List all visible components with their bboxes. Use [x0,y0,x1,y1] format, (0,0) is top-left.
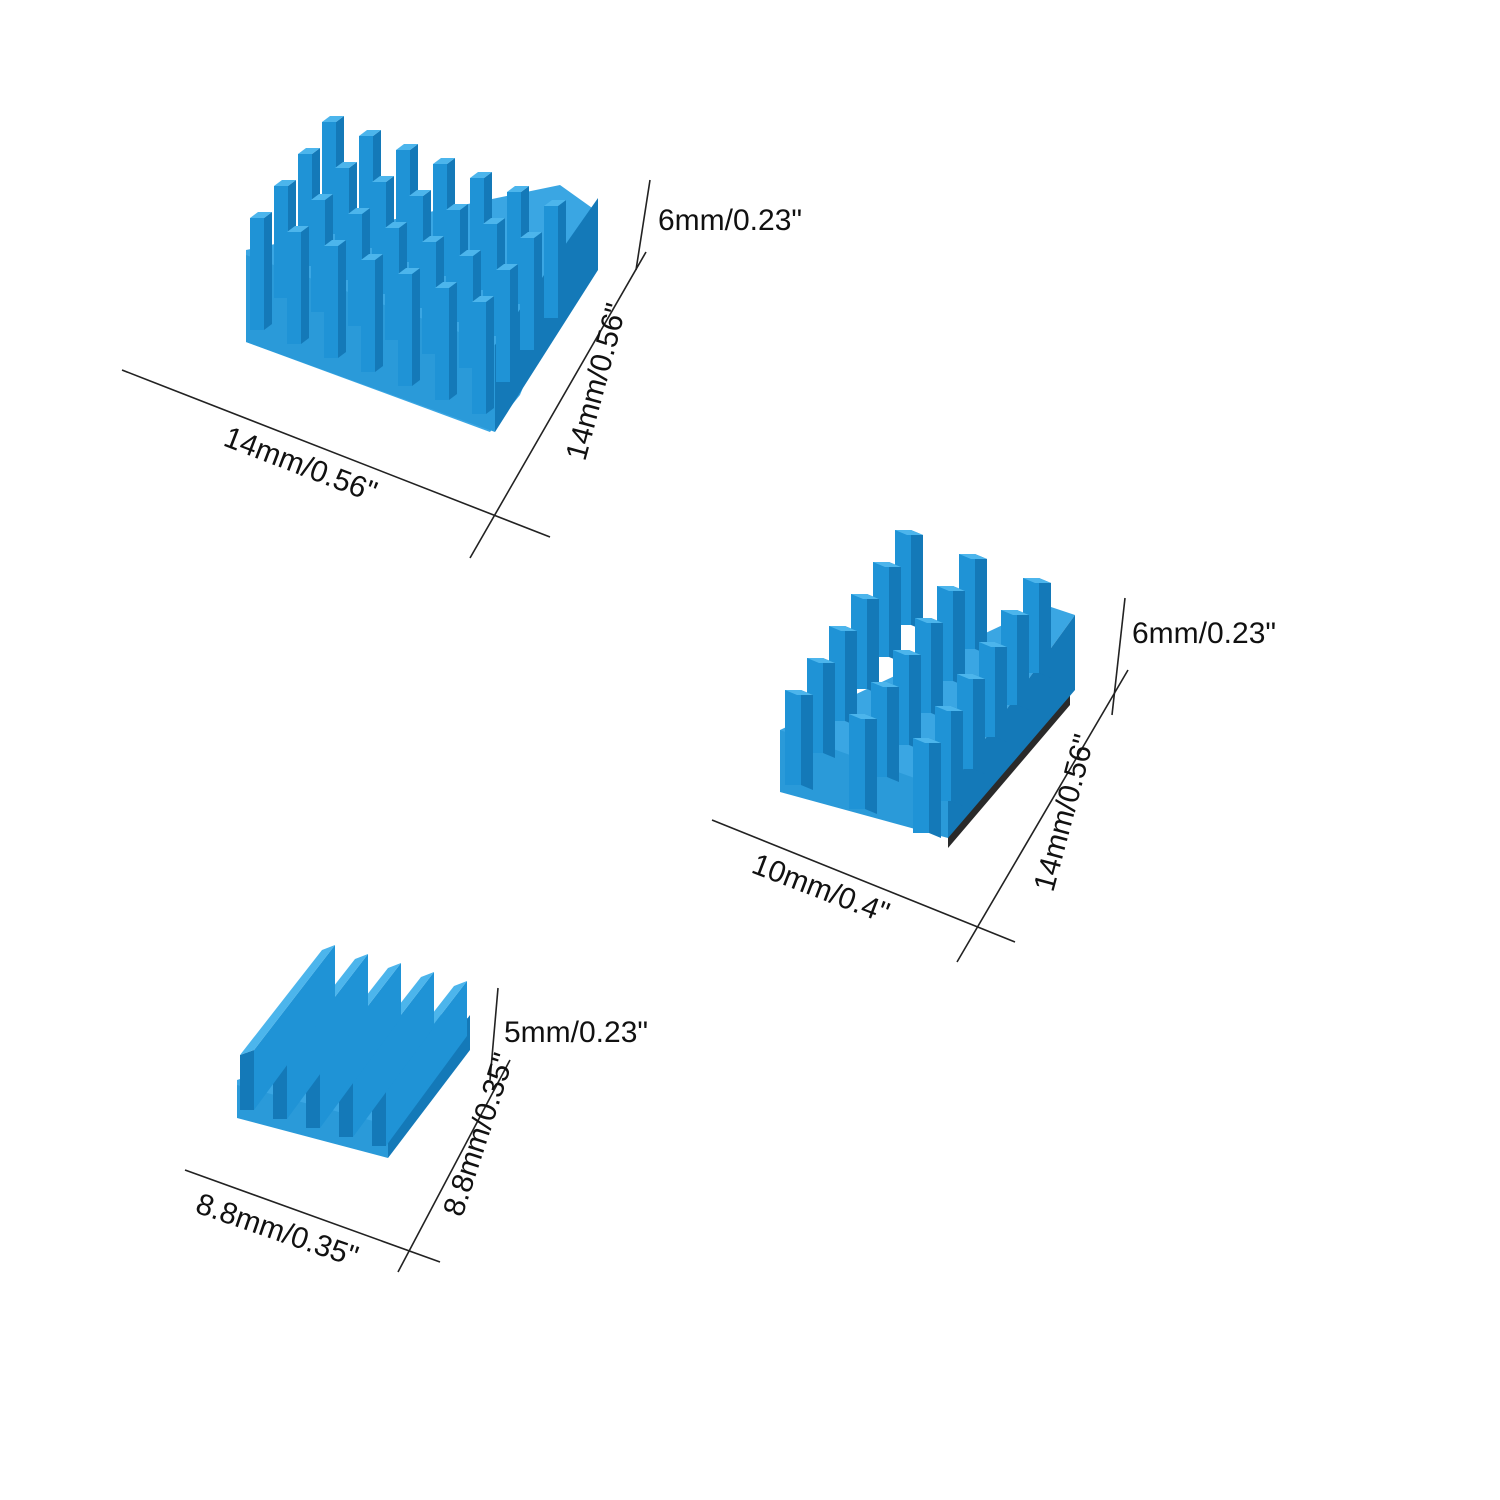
label-rect-height: 6mm/0.23" [1132,617,1276,650]
fin-rect-0-1 [849,714,877,814]
fin-rect-0-2 [913,738,941,838]
label-rect-depth: 14mm/0.56" [1028,731,1101,895]
dim-line-small-depth [397,1059,511,1273]
label-rect-width: 10mm/0.4" [747,848,893,930]
label-small-width: 8.8mm/0.35" [192,1187,363,1273]
fin-large-0-5 [435,282,457,400]
fin-large-3-6 [544,200,566,318]
fin-large-0-6 [472,296,494,414]
heatsink-small-body [237,945,470,1158]
fin-large-1-6 [496,264,518,382]
fin-large-0-1 [287,226,309,344]
fin-large-0-4 [398,268,420,386]
dim-line-large-depth [469,251,647,559]
heatsink-rect-fins [785,530,1051,838]
fin-rect-5-2 [1023,578,1051,678]
heatsink-large-square: 6mm/0.23" 14mm/0.56" 14mm/0.56" [121,116,802,559]
dim-line-large-height [635,179,651,271]
dim-line-small-width [184,1169,441,1263]
fin-rect-0-0 [785,690,813,790]
dim-line-small-height [489,987,499,1081]
heatsink-large-body [246,116,598,432]
heatsink-small-fins [240,945,467,1146]
dim-line-rect-height [1111,597,1126,716]
dim-line-rect-width [711,819,1016,943]
fin-small-0 [240,945,335,1110]
label-small-height: 5mm/0.23" [504,1016,648,1049]
dim-line-rect-depth [956,669,1129,963]
heatsink-large-fins [250,116,566,414]
heatsink-rectangular: 6mm/0.23" 14mm/0.56" 10mm/0.4" [711,530,1276,963]
label-large-height: 6mm/0.23" [658,204,802,237]
fin-rect-2-0 [829,626,857,726]
fin-large-0-0 [250,212,272,330]
heatsink-rect-body [780,530,1075,848]
fin-large-2-6 [520,232,542,350]
heatsink-small-square: 5mm/0.23" 8.8mm/0.35" 8.8mm/0.35" [184,945,648,1274]
fin-rect-2-1 [893,650,921,750]
dim-line-large-width [121,369,551,538]
fin-large-0-3 [361,254,383,372]
fin-large-0-2 [324,240,346,358]
label-large-width: 14mm/0.56" [219,421,381,509]
